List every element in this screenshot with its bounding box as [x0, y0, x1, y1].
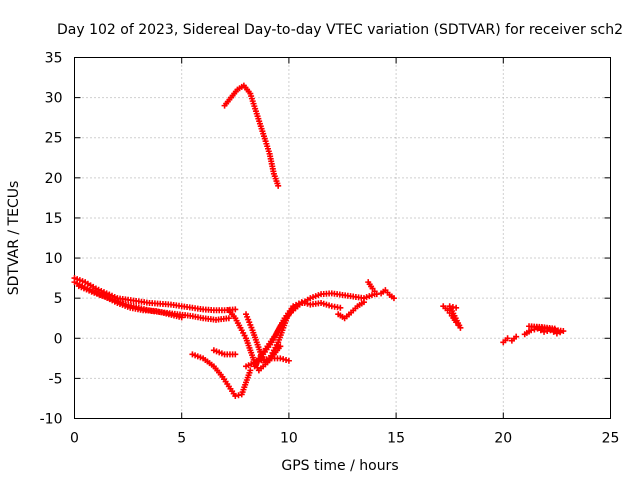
- series-track-l: [335, 299, 367, 322]
- x-tick-label: 25: [602, 431, 620, 447]
- data-point: [235, 392, 242, 399]
- y-tick-label: 5: [54, 291, 63, 307]
- data-point: [275, 182, 282, 189]
- series-track-m: [365, 279, 397, 302]
- series-track-j: [189, 351, 254, 400]
- series-track-h: [255, 299, 344, 362]
- data-point: [337, 304, 344, 311]
- data-point: [551, 325, 558, 332]
- y-axis-label: SDTVAR / TECUs: [6, 181, 22, 296]
- plot-frame: [74, 57, 611, 419]
- series-track-d: [75, 283, 185, 321]
- y-tick-label: 20: [45, 171, 63, 187]
- data-point: [280, 356, 287, 363]
- data-point: [504, 335, 511, 342]
- data-points: [71, 82, 567, 400]
- data-point: [449, 303, 456, 310]
- y-tick-label: 30: [45, 91, 63, 107]
- data-point: [283, 356, 290, 363]
- data-point: [285, 357, 292, 364]
- series-track-i: [243, 355, 292, 370]
- x-tick-label: 0: [70, 431, 79, 447]
- series-track-a: [221, 82, 282, 189]
- data-point: [553, 330, 560, 337]
- y-tick-label: 10: [45, 251, 63, 267]
- y-tick-label: 0: [54, 331, 63, 347]
- x-tick-label: 20: [494, 431, 512, 447]
- series-track-o: [500, 333, 520, 346]
- data-point: [298, 299, 305, 306]
- series-track-p: [521, 323, 567, 338]
- data-point: [390, 295, 397, 302]
- data-point: [513, 333, 520, 340]
- x-axis-label: GPS time / hours: [281, 458, 398, 474]
- y-tick-label: -10: [40, 412, 63, 428]
- data-point: [247, 367, 254, 374]
- data-point: [232, 351, 239, 358]
- data-point: [225, 315, 232, 322]
- x-tick-label: 15: [387, 431, 405, 447]
- data-point: [304, 300, 311, 307]
- data-point: [360, 299, 367, 306]
- data-point: [232, 306, 239, 313]
- y-tick-label: -5: [49, 371, 63, 387]
- data-point: [301, 299, 308, 306]
- y-tick-label: 15: [45, 211, 63, 227]
- data-point: [178, 314, 185, 321]
- data-point: [373, 291, 380, 298]
- x-tick-label: 5: [177, 431, 186, 447]
- data-point: [277, 343, 284, 350]
- x-tick-label: 10: [280, 431, 298, 447]
- series-track-n: [440, 303, 464, 331]
- data-point: [277, 355, 284, 362]
- y-tick-label: 25: [45, 131, 63, 147]
- data-point: [453, 304, 460, 311]
- y-tick-label: 35: [45, 51, 63, 67]
- axis-ticks: 0 5 10 15 20 25 -10 -5 0 5 10 15 20 25 30 35: [40, 51, 620, 447]
- chart-title: Day 102 of 2023, Sidereal Day-to-day VTE…: [57, 22, 623, 38]
- series-track-k: [210, 347, 239, 358]
- data-point: [232, 393, 239, 400]
- data-point: [446, 303, 453, 310]
- grid-lines: [74, 57, 611, 419]
